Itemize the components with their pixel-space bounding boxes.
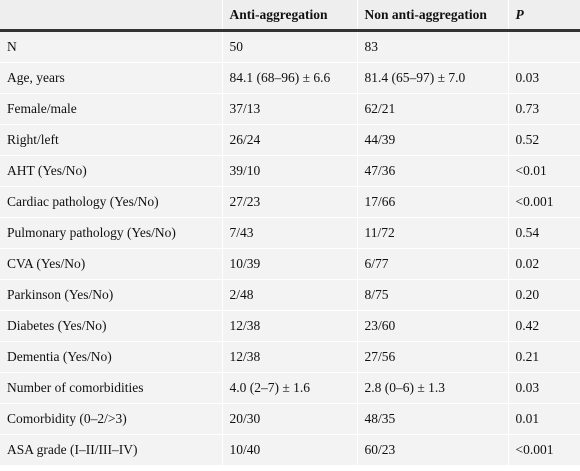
header-cell: Anti-aggregation xyxy=(222,0,358,32)
table-cell: 7/43 xyxy=(222,217,358,249)
table-cell: 27/23 xyxy=(222,186,358,218)
table-row: Cardiac pathology (Yes/No) 27/23 17/66 <0.0… xyxy=(0,186,580,218)
table-cell: 17/66 xyxy=(357,186,509,218)
table-row: Age, years 84.1 (68–96) ± 6.6 81.4 (65–97)… xyxy=(0,62,580,94)
table-cell: Age, years xyxy=(0,62,223,94)
table-cell: 0.52 xyxy=(508,124,580,156)
table-cell: 62/21 xyxy=(357,93,509,125)
header-cell: P xyxy=(508,0,580,32)
table-cell: 0.42 xyxy=(508,310,580,342)
table-cell: AHT (Yes/No) xyxy=(0,155,223,187)
table-cell: <0.001 xyxy=(508,434,580,466)
table-cell: Number of comorbidities xyxy=(0,372,223,404)
table-cell: 50 xyxy=(222,30,358,63)
table-cell: 20/30 xyxy=(222,403,358,435)
table-row: CVA (Yes/No) 10/39 6/77 0.02 xyxy=(0,248,580,280)
table-cell: Female/male xyxy=(0,93,223,125)
table-cell: 83 xyxy=(357,30,509,63)
table-cell: 0.03 xyxy=(508,62,580,94)
table-cell: 0.20 xyxy=(508,279,580,311)
table-cell: 10/39 xyxy=(222,248,358,280)
table-row: Dementia (Yes/No) 12/38 27/56 0.21 xyxy=(0,341,580,373)
table-cell: 2/48 xyxy=(222,279,358,311)
header-cell xyxy=(0,0,223,32)
table-cell: 47/36 xyxy=(357,155,509,187)
table-cell: 0.21 xyxy=(508,341,580,373)
table-cell: <0.01 xyxy=(508,155,580,187)
table-row: AHT (Yes/No) 39/10 47/36 <0.01 xyxy=(0,155,580,187)
table-cell: 84.1 (68–96) ± 6.6 xyxy=(222,62,358,94)
table-cell: CVA (Yes/No) xyxy=(0,248,223,280)
table-row: Parkinson (Yes/No) 2/48 8/75 0.20 xyxy=(0,279,580,311)
table-cell: 2.8 (0–6) ± 1.3 xyxy=(357,372,509,404)
table-row: Pulmonary pathology (Yes/No) 7/43 11/72 0.5… xyxy=(0,217,580,249)
table-body: N 50 83 Age, years 84.1 (68–96) ± 6.6 81.4 (6… xyxy=(0,30,580,466)
table-row: Diabetes (Yes/No) 12/38 23/60 0.42 xyxy=(0,310,580,342)
table-cell: 37/13 xyxy=(222,93,358,125)
table-cell: 0.73 xyxy=(508,93,580,125)
table-cell: 12/38 xyxy=(222,341,358,373)
table-cell: 0.02 xyxy=(508,248,580,280)
table-cell: 27/56 xyxy=(357,341,509,373)
table-cell: 44/39 xyxy=(357,124,509,156)
table-row: ASA grade (I–II/III–IV) 10/40 60/23 <0.001 xyxy=(0,434,580,466)
header-row: Anti-aggregation Non anti-aggregation P xyxy=(0,0,580,32)
table-cell: 0.54 xyxy=(508,217,580,249)
table-row: Comorbidity (0–2/>3) 20/30 48/35 0.01 xyxy=(0,403,580,435)
table-cell: N xyxy=(0,30,223,63)
table-cell: Diabetes (Yes/No) xyxy=(0,310,223,342)
table-cell: 23/60 xyxy=(357,310,509,342)
table-cell: 60/23 xyxy=(357,434,509,466)
table-cell: 4.0 (2–7) ± 1.6 xyxy=(222,372,358,404)
table-cell: 11/72 xyxy=(357,217,509,249)
table-cell: 0.03 xyxy=(508,372,580,404)
table-cell: <0.001 xyxy=(508,186,580,218)
table-cell: Comorbidity (0–2/>3) xyxy=(0,403,223,435)
table-row: Right/left 26/24 44/39 0.52 xyxy=(0,124,580,156)
table-cell: ASA grade (I–II/III–IV) xyxy=(0,434,223,466)
table-cell: Right/left xyxy=(0,124,223,156)
table-cell xyxy=(508,30,580,63)
table-cell: 6/77 xyxy=(357,248,509,280)
table-cell: 12/38 xyxy=(222,310,358,342)
table-cell: Cardiac pathology (Yes/No) xyxy=(0,186,223,218)
table-row: Number of comorbidities 4.0 (2–7) ± 1.6 2.… xyxy=(0,372,580,404)
table-cell: 0.01 xyxy=(508,403,580,435)
table-cell: Pulmonary pathology (Yes/No) xyxy=(0,217,223,249)
table-row: N 50 83 xyxy=(0,30,580,63)
table-cell: 39/10 xyxy=(222,155,358,187)
table-cell: 81.4 (65–97) ± 7.0 xyxy=(357,62,509,94)
table-row: Female/male 37/13 62/21 0.73 xyxy=(0,93,580,125)
table-cell: 48/35 xyxy=(357,403,509,435)
table-cell: 8/75 xyxy=(357,279,509,311)
header-cell: Non anti-aggregation xyxy=(357,0,509,32)
table-cell: 26/24 xyxy=(222,124,358,156)
table-cell: Parkinson (Yes/No) xyxy=(0,279,223,311)
table-cell: 10/40 xyxy=(222,434,358,466)
table-cell: Dementia (Yes/No) xyxy=(0,341,223,373)
